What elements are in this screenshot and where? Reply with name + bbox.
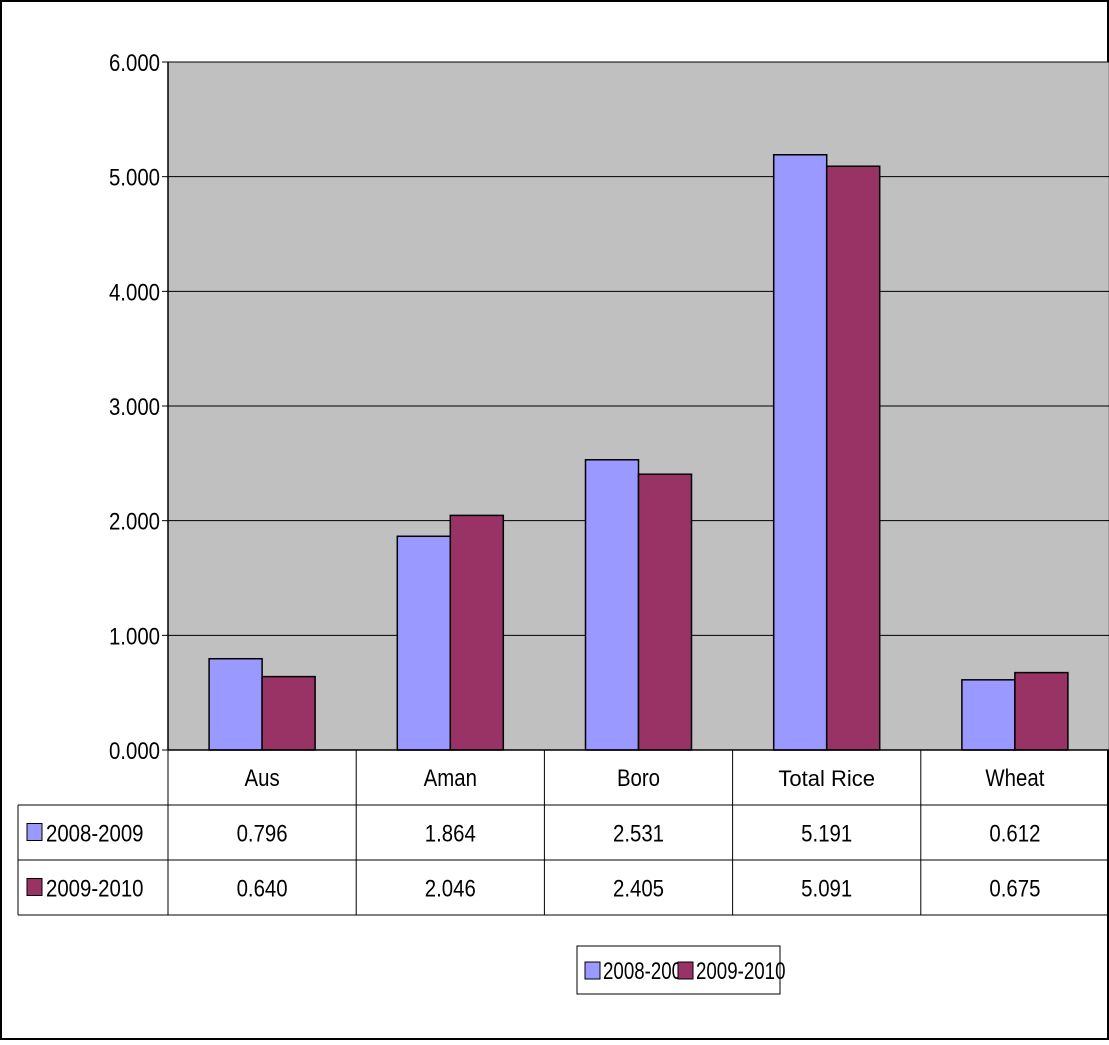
table-cell-value: 2.531 — [613, 820, 664, 847]
bar-2008-2009-aman — [396, 535, 452, 751]
y-tick-label: 5.000 — [109, 164, 160, 191]
x-category-label: Total Rice — [778, 766, 875, 791]
legend-entry-label: 2009-2010 — [696, 958, 786, 985]
table-cell-value: 0.612 — [989, 820, 1040, 847]
bar-2008-2009-wheat — [961, 679, 1016, 751]
x-category-label: Boro — [617, 764, 660, 791]
bar-2009-2010-aman — [449, 514, 505, 751]
table-cell-value: 0.796 — [237, 820, 288, 847]
bar-2008-2009-aus — [208, 657, 263, 751]
table-cell-value: 5.191 — [801, 820, 852, 847]
table-legend-key — [26, 823, 43, 841]
legend-key — [677, 961, 694, 980]
table-cell-value: 2.405 — [613, 875, 664, 902]
bar-2009-2010-total-rice — [825, 165, 881, 751]
y-tick-label: 0.000 — [109, 737, 160, 764]
bar-2009-2010-boro — [637, 473, 693, 751]
table-cell-value: 1.864 — [425, 820, 476, 847]
x-category-label: Aman — [424, 764, 477, 791]
table-legend-key — [26, 878, 43, 896]
y-tick-label: 3.000 — [109, 393, 160, 420]
x-category-label: Wheat — [985, 764, 1045, 791]
table-cell-value: 2.046 — [425, 875, 476, 902]
table-series-label: 2009-2010 — [46, 875, 144, 902]
y-tick-label: 4.000 — [109, 279, 160, 306]
bar-2008-2009-boro — [584, 459, 640, 751]
table-series-label: 2008-2009 — [46, 820, 144, 847]
legend-key — [584, 961, 601, 980]
table-cell-value: 0.675 — [989, 875, 1040, 902]
y-tick-label: 2.000 — [109, 508, 160, 535]
bar-2008-2009-total-rice — [772, 154, 828, 751]
table-cell-value: 0.640 — [237, 875, 288, 902]
table-cell-value: 5.091 — [801, 875, 852, 902]
x-category-label: Aus — [245, 764, 280, 791]
bar-2009-2010-wheat — [1014, 671, 1069, 751]
y-tick-label: 1.000 — [109, 623, 160, 650]
bar-2009-2010-aus — [261, 675, 316, 751]
y-tick-label: 6.000 — [109, 49, 160, 76]
